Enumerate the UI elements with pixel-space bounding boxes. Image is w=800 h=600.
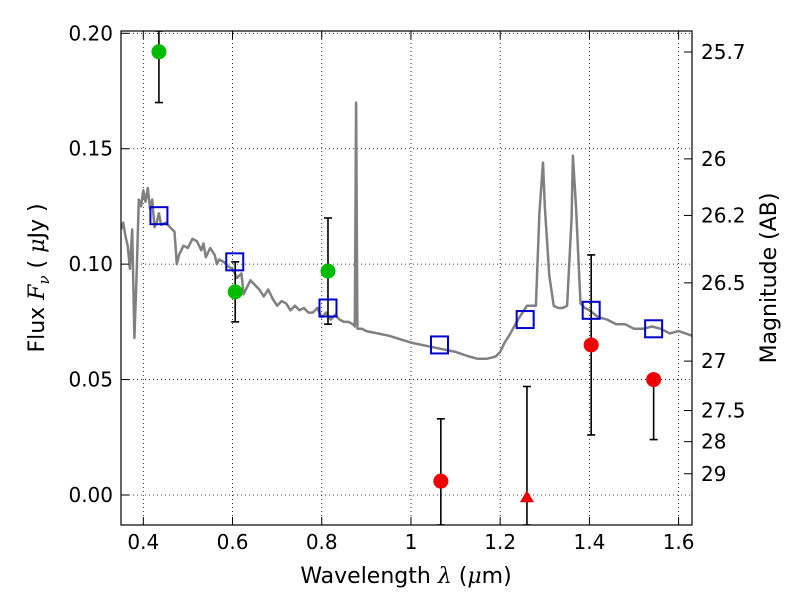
tick-layer: 0.4 0.6 0.8 1 1.2 1.4 1.6 0.00 0.05 0.10 0.15 0.20 2… (68, 21, 745, 554)
y2-tick-label: 26.2 (701, 203, 746, 227)
y-tick-label: 0.05 (68, 368, 113, 392)
grid-layer (121, 31, 692, 525)
detection-point (227, 284, 243, 300)
y2-tick-label: 26 (701, 147, 726, 171)
x-tick-label: 1 (405, 530, 418, 554)
x-tick-label: 0.8 (306, 530, 338, 554)
y2-tick-label: 25.7 (701, 40, 746, 64)
nondetection-point (646, 372, 662, 388)
y2-axis-label: Magnitude (AB) (757, 193, 782, 364)
y-tick-label: 0.15 (68, 137, 113, 161)
detection-point (320, 263, 336, 279)
nondetection-point (583, 337, 599, 353)
y-tick-label: 0.00 (68, 483, 113, 507)
y2-tick-label: 27.5 (701, 399, 746, 423)
model-photometry-square (149, 206, 169, 226)
model-photometry-square (644, 319, 664, 339)
x-tick-label: 1.2 (484, 530, 516, 554)
y2-tick-label: 29 (701, 462, 726, 486)
y2-tick-label: 28 (701, 430, 726, 454)
x-tick-label: 0.6 (217, 530, 249, 554)
y2-tick-label: 27 (701, 349, 726, 373)
model-photometry-square (318, 298, 338, 318)
plot-frame (120, 30, 693, 526)
y-tick-label: 0.20 (68, 21, 113, 45)
model-photometry-square (430, 335, 450, 355)
nondetection-point (433, 473, 449, 489)
model-photometry-square (225, 252, 245, 272)
x-axis-label: Wavelength λ (μm) (300, 564, 511, 589)
model-spectrum-line (121, 101, 692, 361)
plot-area (121, 31, 692, 525)
detection-point (151, 44, 167, 60)
y-tick-label: 0.10 (68, 252, 113, 276)
model-photometry-square (581, 300, 601, 320)
upper-limit-marker (519, 490, 534, 503)
x-tick-label: 0.4 (127, 530, 159, 554)
y-axis-label: Flux Fν ( μJy ) (25, 203, 53, 352)
x-tick-label: 1.6 (663, 530, 695, 554)
y2-tick-label: 26.5 (701, 271, 746, 295)
model-photometry-square (515, 310, 535, 330)
x-tick-label: 1.4 (573, 530, 605, 554)
